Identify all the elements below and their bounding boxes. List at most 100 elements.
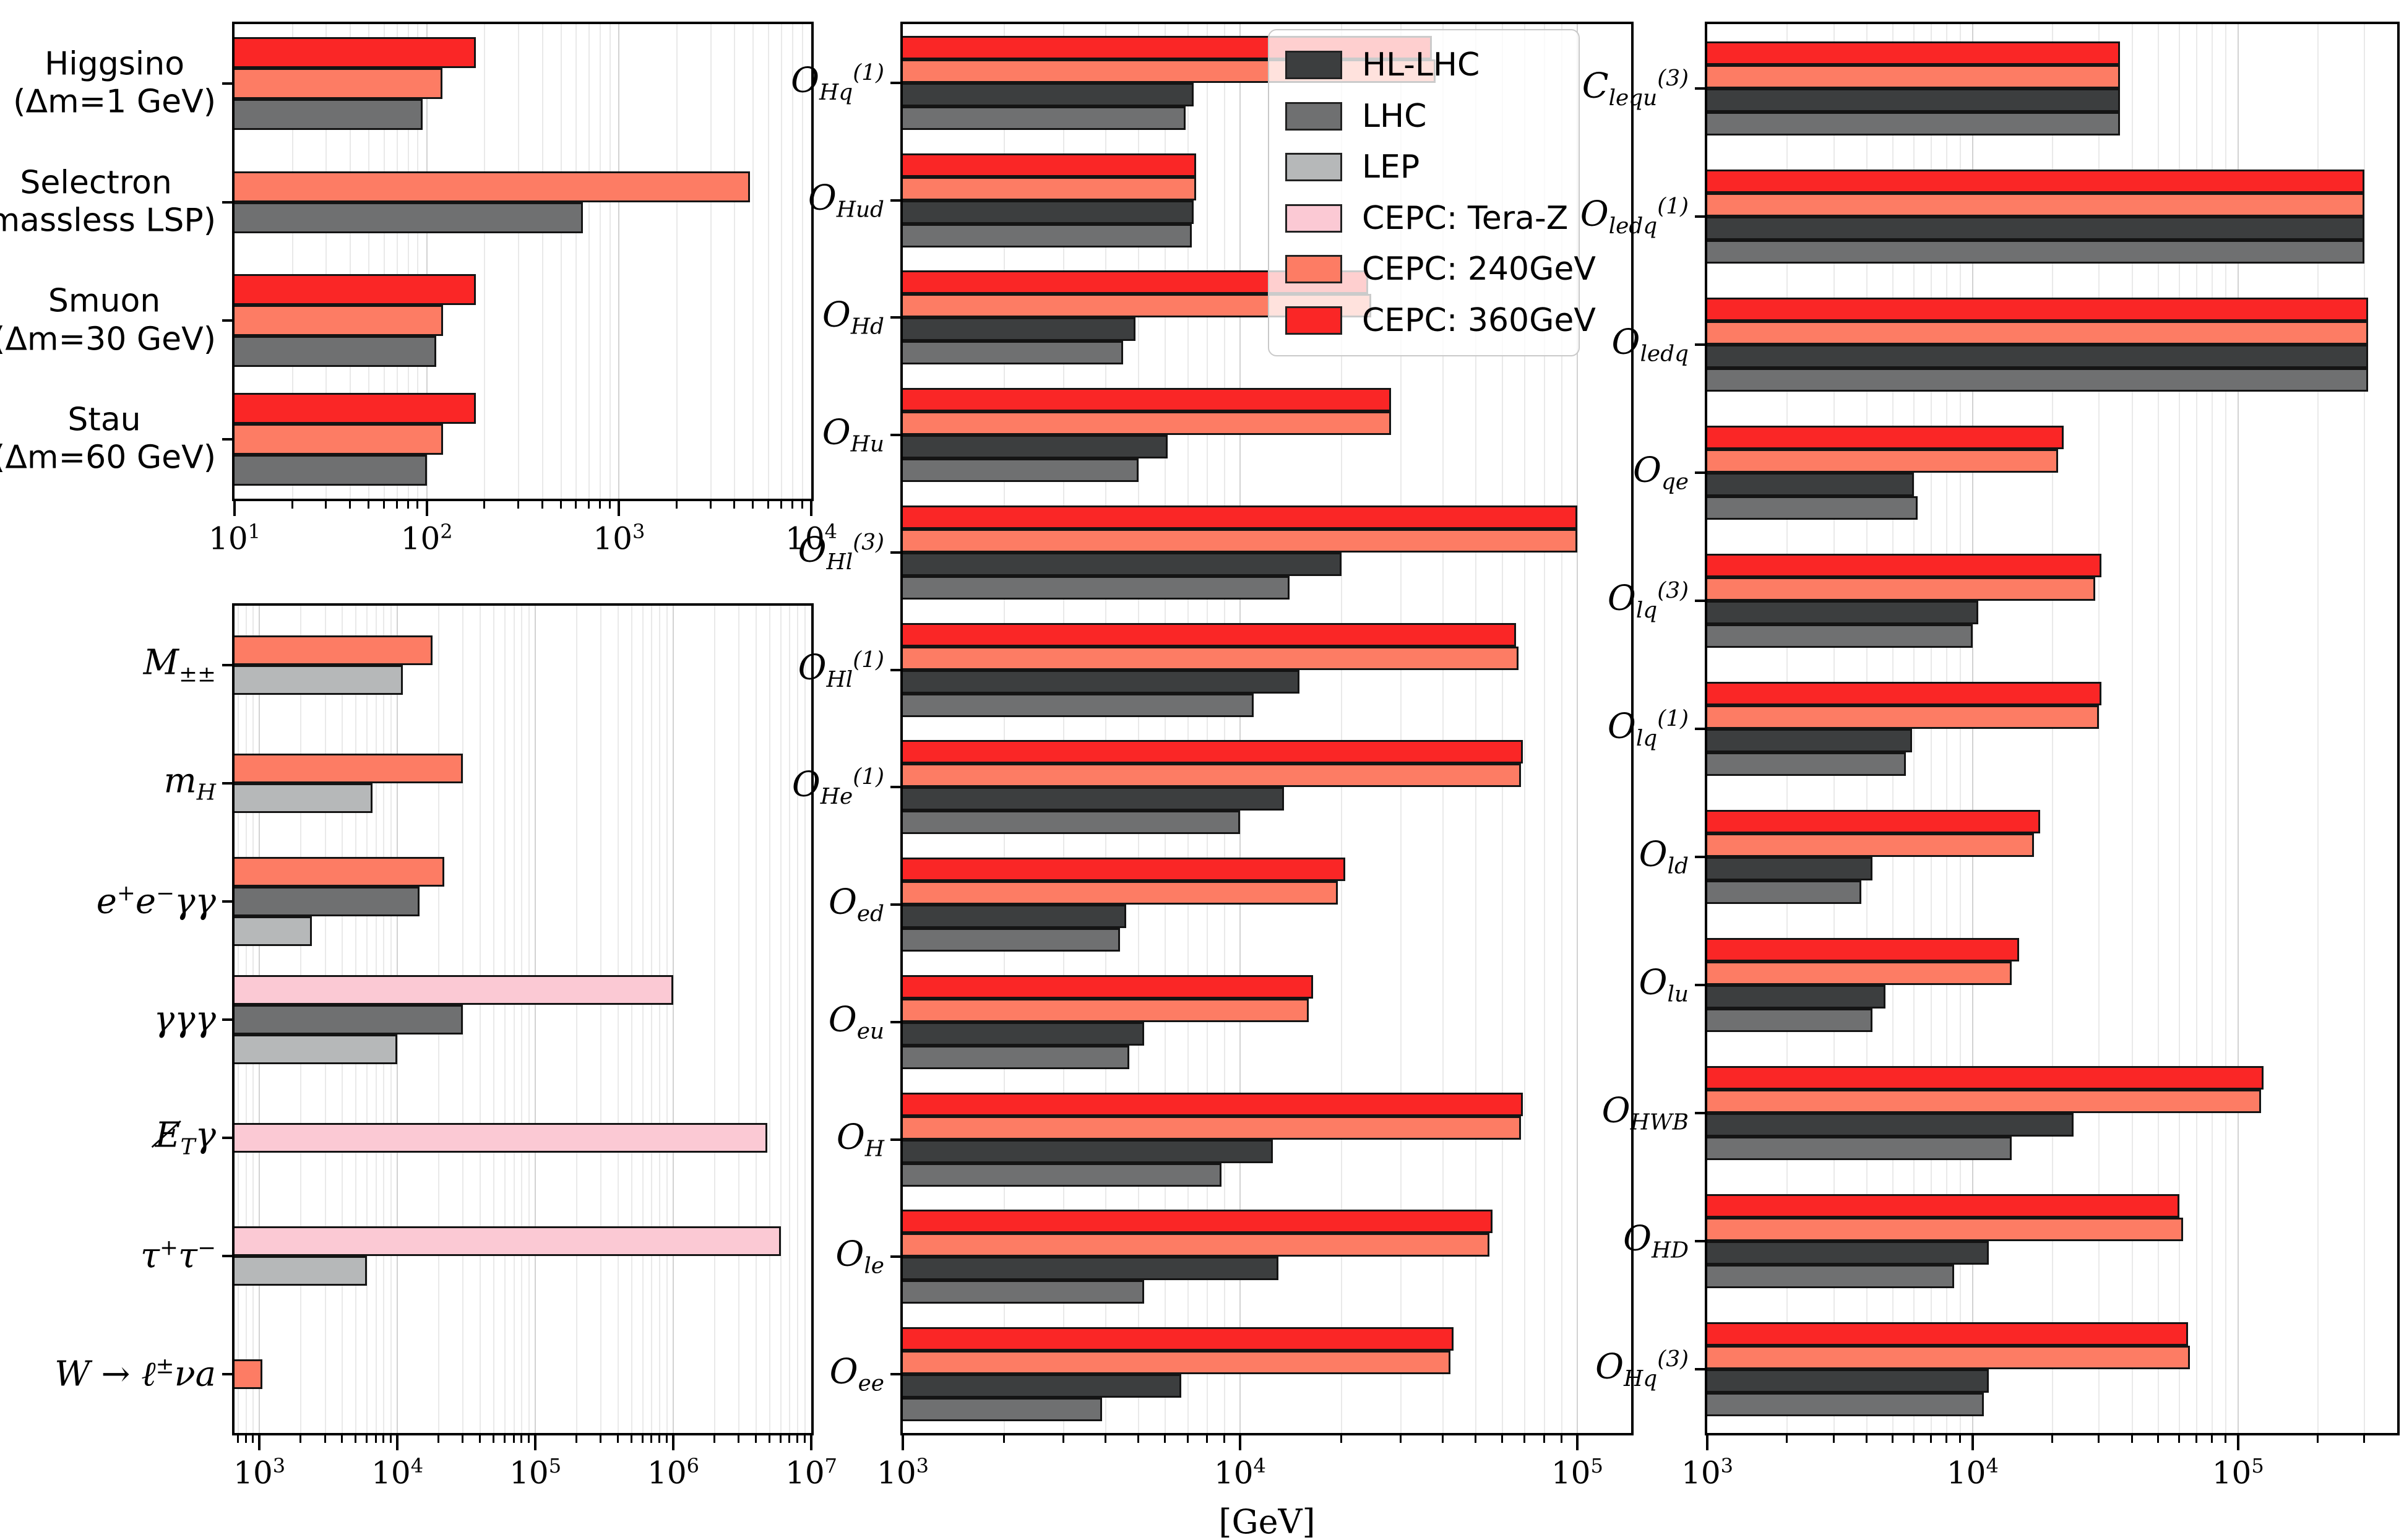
x-tick-minor [291,501,293,509]
gridline-minor [769,606,770,1433]
bar-susy-reach-2-cepc-240 [235,305,444,337]
category-label: Oed [828,882,884,927]
gridline-minor [2317,24,2319,1433]
gridline-minor [417,24,419,499]
x-tick-minor [325,501,327,509]
x-tick-minor [768,1435,770,1443]
legend-entry-lhc: LHC [1269,91,1579,142]
gridline-minor [1561,24,1562,1433]
bar-higgs-ew-operators-11-hl-lhc [903,1374,1182,1398]
legend-swatch-cepc-360 [1285,306,1342,335]
x-tick-label: 105 [509,1454,562,1491]
x-tick-major [396,1435,399,1450]
category-label: OHl(3) [798,529,884,575]
x-tick-major [233,501,236,516]
x-tick-minor [665,1435,668,1443]
bar-susy-reach-3-cepc-360 [235,393,476,424]
panel-exotic-searches [232,603,814,1435]
gridline-minor [1207,24,1208,1433]
y-tick [890,1255,900,1258]
x-tick-minor [1945,1435,1948,1443]
x-tick-minor [801,501,803,509]
bar-exotic-searches-3-lhc [235,1004,463,1035]
x-tick-minor [541,501,543,509]
legend-label-tera-z: CEPC: Tera-Z [1362,199,1569,237]
x-tick-minor [791,501,793,509]
bar-four-fermion-operators-2-cepc-360 [1707,297,2369,321]
x-tick-minor [2178,1435,2180,1443]
x-tick-minor [767,501,770,509]
x-tick-minor [675,501,678,509]
bar-higgs-ew-operators-8-lhc [903,1045,1130,1069]
bar-higgs-ew-operators-5-lhc [903,693,1254,717]
gridline-minor [541,24,543,499]
gridline-minor [738,606,740,1433]
x-tick-minor [2225,1435,2227,1443]
gridline-minor [2178,24,2180,1433]
bar-susy-reach-2-cepc-360 [235,274,476,306]
x-tick-minor [1912,1435,1915,1443]
bar-exotic-searches-2-cepc-240 [235,856,445,887]
gridline-minor [768,24,770,499]
gridline-minor [797,606,799,1433]
bar-four-fermion-operators-5-cepc-240 [1707,705,2100,729]
gridline-minor [1137,24,1139,1433]
gridline-minor [291,24,293,499]
gridline-minor [710,24,712,499]
legend-label-lhc: LHC [1362,97,1427,135]
x-tick-major [1971,1435,1974,1450]
bar-higgs-ew-operators-7-cepc-240 [903,881,1338,905]
x-tick-minor [479,1435,481,1443]
category-label: τ+τ− [140,1235,216,1276]
y-tick [222,200,232,204]
x-tick-minor [395,501,398,509]
panel-four-fermion-operators [1705,22,2400,1435]
x-tick-minor [733,501,736,509]
gridline-minor [734,24,736,499]
bar-four-fermion-operators-10-cepc-240 [1707,1345,2191,1369]
bar-higgs-ew-operators-3-hl-lhc [903,435,1168,459]
gridline-minor [1187,24,1189,1433]
y-tick [1695,1367,1705,1370]
gridline-minor [1475,24,1476,1433]
category-label: Stau (Δm=60 GeV) [0,401,216,477]
gridline-minor [1340,24,1342,1433]
y-tick [890,1373,900,1376]
x-tick-minor [1832,1435,1835,1443]
x-tick-minor [738,1435,740,1443]
bar-exotic-searches-4-tera-z [235,1122,767,1153]
x-tick-major [672,1435,675,1450]
gridline-minor [631,606,632,1433]
x-tick-label: 103 [1681,1454,1733,1491]
category-label: Olu [1639,961,1689,1007]
gridline-minor [789,606,791,1433]
bar-susy-reach-0-lhc [235,98,423,130]
gridline-minor [462,606,464,1433]
x-tick-minor [349,501,351,509]
bar-higgs-ew-operators-6-hl-lhc [903,787,1284,811]
category-label: e+e−γγ [96,880,216,921]
x-tick-label: 107 [785,1454,837,1491]
legend: HL-LHC LHC LEP CEPC: Tera-Z CEPC: 240GeV CEPC… [1268,29,1596,356]
bar-higgs-ew-operators-10-hl-lhc [903,1257,1278,1281]
x-tick-minor [1891,1435,1893,1443]
x-tick-minor [236,1435,239,1443]
bar-higgs-ew-operators-9-lhc [903,1163,1221,1187]
bar-higgs-ew-operators-5-cepc-360 [903,622,1517,647]
bar-susy-reach-3-cepc-240 [235,424,444,455]
category-label: Clequ(3) [1582,65,1689,111]
y-tick [890,316,900,319]
gridline-minor [517,24,519,499]
x-tick-label: 103 [877,1454,929,1491]
bar-four-fermion-operators-7-cepc-360 [1707,937,2020,961]
gridline-minor [618,606,619,1433]
x-tick-minor [527,1435,530,1443]
bar-four-fermion-operators-0-hl-lhc [1707,88,2121,112]
x-tick-minor [779,1435,782,1443]
y-tick [890,903,900,906]
gridline-minor [1913,24,1915,1433]
y-tick [1695,1111,1705,1114]
bar-four-fermion-operators-5-hl-lhc [1707,728,1912,752]
x-tick-minor [1206,1435,1208,1443]
bar-four-fermion-operators-3-lhc [1707,496,1918,520]
